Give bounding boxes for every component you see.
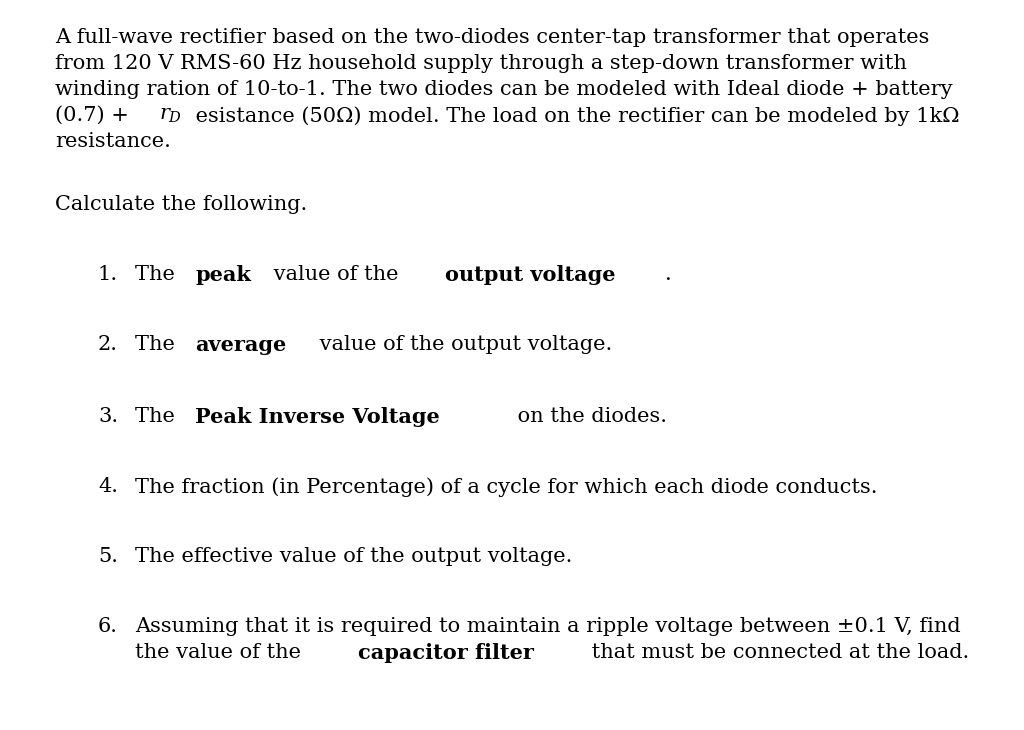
Text: the value of the: the value of the <box>135 643 307 662</box>
Text: A full-wave rectifier based on the two-diodes center-tap transformer that operat: A full-wave rectifier based on the two-d… <box>55 28 930 47</box>
Text: capacitor filter: capacitor filter <box>357 643 534 663</box>
Text: The effective value of the output voltage.: The effective value of the output voltag… <box>135 547 572 566</box>
Text: 5.: 5. <box>98 547 118 566</box>
Text: esistance (50Ω) model. The load on the rectifier can be modeled by 1kΩ: esistance (50Ω) model. The load on the r… <box>189 106 959 126</box>
Text: on the diodes.: on the diodes. <box>511 407 667 426</box>
Text: $r_D$: $r_D$ <box>159 106 182 125</box>
Text: 2.: 2. <box>98 335 118 354</box>
Text: The: The <box>135 265 181 284</box>
Text: from 120 V RMS-60 Hz household supply through a step-down transformer with: from 120 V RMS-60 Hz household supply th… <box>55 54 907 73</box>
Text: value of the output voltage.: value of the output voltage. <box>312 335 612 354</box>
Text: 1.: 1. <box>98 265 118 284</box>
Text: output voltage: output voltage <box>445 265 615 285</box>
Text: The: The <box>135 335 181 354</box>
Text: The fraction (in Percentage) of a cycle for which each diode conducts.: The fraction (in Percentage) of a cycle … <box>135 477 878 496</box>
Text: winding ration of 10-to-1. The two diodes can be modeled with Ideal diode + batt: winding ration of 10-to-1. The two diode… <box>55 80 952 99</box>
Text: peak: peak <box>195 265 251 285</box>
Text: average: average <box>195 335 287 355</box>
Text: that must be connected at the load.: that must be connected at the load. <box>585 643 969 662</box>
Text: 4.: 4. <box>98 477 118 496</box>
Text: 3.: 3. <box>98 407 118 426</box>
Text: Assuming that it is required to maintain a ripple voltage between ±0.1 V, find: Assuming that it is required to maintain… <box>135 617 961 636</box>
Text: resistance.: resistance. <box>55 132 171 151</box>
Text: The: The <box>135 407 181 426</box>
Text: (0.7) +: (0.7) + <box>55 106 135 125</box>
Text: value of the: value of the <box>267 265 406 284</box>
Text: Calculate the following.: Calculate the following. <box>55 195 307 214</box>
Text: Peak Inverse Voltage: Peak Inverse Voltage <box>195 407 439 427</box>
Text: 6.: 6. <box>98 617 118 636</box>
Text: .: . <box>666 265 672 284</box>
